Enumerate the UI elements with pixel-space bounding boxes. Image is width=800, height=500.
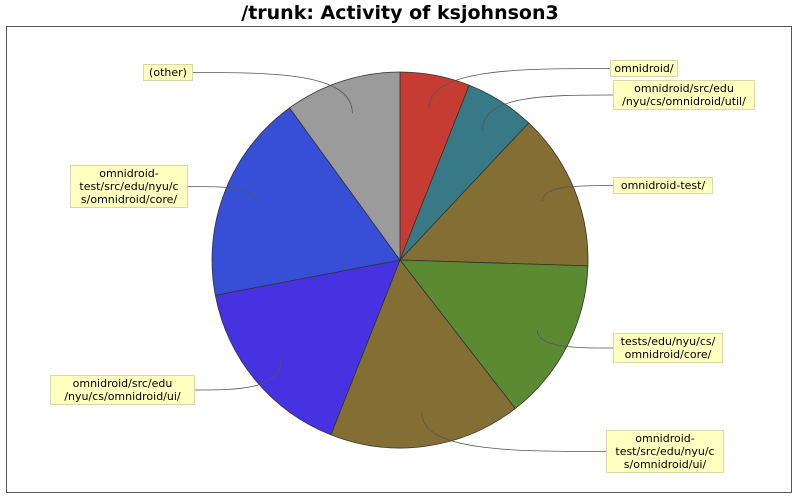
pie-slice [214,259,401,436]
slice-label: omnidroid- test/src/edu/nyu/c s/omnidroi… [606,430,724,473]
slice-label: omnidroid- test/src/edu/nyu/c s/omnidroi… [70,165,188,208]
pie-slice [288,71,401,262]
leader-line [428,68,611,109]
leader-line [187,186,258,204]
slice-label: tests/edu/nyu/cs/ omnidroid/core/ [613,333,723,363]
slice-label: omnidroid-test/ [613,177,713,194]
slice-label: omnidroid/ [610,60,678,77]
pie-slice [211,107,401,296]
leader-line [542,185,614,202]
leader-line [192,72,353,114]
chart-title: /trunk: Activity of ksjohnson3 [241,2,559,24]
slice-label: (other) [143,64,193,81]
leader-line [536,329,614,349]
pie-slice [330,259,516,449]
pie-slice [399,122,589,267]
leader-line [421,412,607,452]
leader-line [194,358,282,391]
leader-line [482,94,614,130]
slice-label: omnidroid/src/edu /nyu/cs/omnidroid/util… [613,80,755,110]
slice-label: omnidroid/src/edu /nyu/cs/omnidroid/ui/ [50,375,195,405]
pie-slice [399,259,589,410]
